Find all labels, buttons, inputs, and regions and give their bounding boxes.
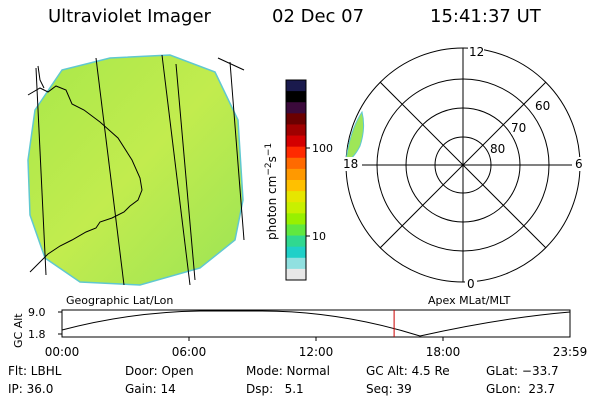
x-tick-1200: 12:00 — [299, 345, 334, 359]
colorbar-band — [286, 146, 306, 159]
gain-info: Gain: 14 — [125, 382, 176, 396]
mlt-label-12: 12 — [469, 45, 484, 59]
colorbar-tick-label-100: 100 — [312, 142, 333, 155]
colorbar-band — [286, 135, 306, 148]
colorbar-band — [286, 202, 306, 214]
glat-info: GLat: −33.7 — [486, 364, 559, 378]
altitude-y-bottom: 1.8 — [28, 328, 46, 341]
auroral-disk — [27, 54, 244, 286]
altitude-strip: GC Alt 9.0 1.8 00:00 06:00 12:00 18:00 2… — [12, 306, 587, 359]
longitude-line — [161, 54, 191, 286]
door-info: Door: Open — [125, 364, 194, 378]
filter-info: Flt: LBHL — [8, 364, 62, 378]
time-label: 15:41:37 UT — [430, 6, 541, 27]
colorbar-band — [286, 235, 306, 248]
colorbar-band — [286, 268, 306, 281]
date-label: 02 Dec 07 — [272, 6, 365, 27]
glon-info: GLon: 23.7 — [486, 382, 556, 396]
instrument-title: Ultraviolet Imager — [48, 6, 211, 27]
colorbar-band — [286, 124, 306, 137]
longitude-line — [95, 57, 125, 286]
coastline-north — [37, 65, 45, 89]
x-tick-1800: 18:00 — [426, 345, 461, 359]
polar-panel-label: Apex MLat/MLT — [428, 294, 511, 307]
colorbar-band — [286, 224, 306, 237]
lat-label-60: 60 — [535, 99, 550, 113]
lat-label-80: 80 — [490, 142, 505, 156]
colorbar-band — [286, 168, 306, 181]
mlt-label-6: 6 — [575, 157, 583, 171]
longitude-line — [229, 61, 245, 241]
colorbar-band — [286, 191, 306, 203]
x-tick-2359: 23:59 — [553, 345, 588, 359]
longitude-line — [35, 67, 47, 276]
mlt-label-0: 0 — [467, 277, 475, 291]
colorbar-band — [286, 91, 306, 103]
colorbar-band — [286, 180, 306, 192]
colorbar — [286, 80, 306, 281]
colorbar-tick-label-10: 10 — [312, 230, 326, 243]
altitude-y-top: 9.0 — [28, 306, 46, 319]
longitude-line — [175, 63, 196, 281]
colorbar-frame — [285, 79, 307, 281]
polar-plot: 12 18 6 0 60 70 80 — [342, 44, 584, 291]
longitude-line — [217, 57, 245, 71]
colorbar-unit-label: photon cm−2s−1 — [264, 143, 279, 240]
lat-label-70: 70 — [511, 121, 526, 135]
colorbar-band — [286, 80, 306, 92]
seq-info: Seq: 39 — [366, 382, 412, 396]
mlt-label-18: 18 — [343, 157, 358, 171]
dsp-info: Dsp: 5.1 — [246, 382, 304, 396]
coastline — [27, 85, 143, 273]
gc-alt-info: GC Alt: 4.5 Re — [366, 364, 450, 378]
colorbar-band — [286, 157, 306, 170]
altitude-y-label: GC Alt — [12, 313, 25, 348]
altitude-curve — [61, 310, 571, 337]
colorbar-band — [286, 102, 306, 114]
colorbar-band — [286, 113, 306, 125]
polar-diagonal — [379, 81, 547, 249]
x-tick-0000: 00:00 — [45, 345, 80, 359]
ip-info: IP: 36.0 — [8, 382, 54, 396]
x-tick-0600: 06:00 — [172, 345, 207, 359]
mode-info: Mode: Normal — [246, 364, 330, 378]
geographic-image — [27, 54, 245, 286]
colorbar-band — [286, 257, 306, 270]
colorbar-band — [286, 246, 306, 259]
geo-panel-label: Geographic Lat/Lon — [66, 294, 173, 307]
colorbar-band — [286, 213, 306, 225]
